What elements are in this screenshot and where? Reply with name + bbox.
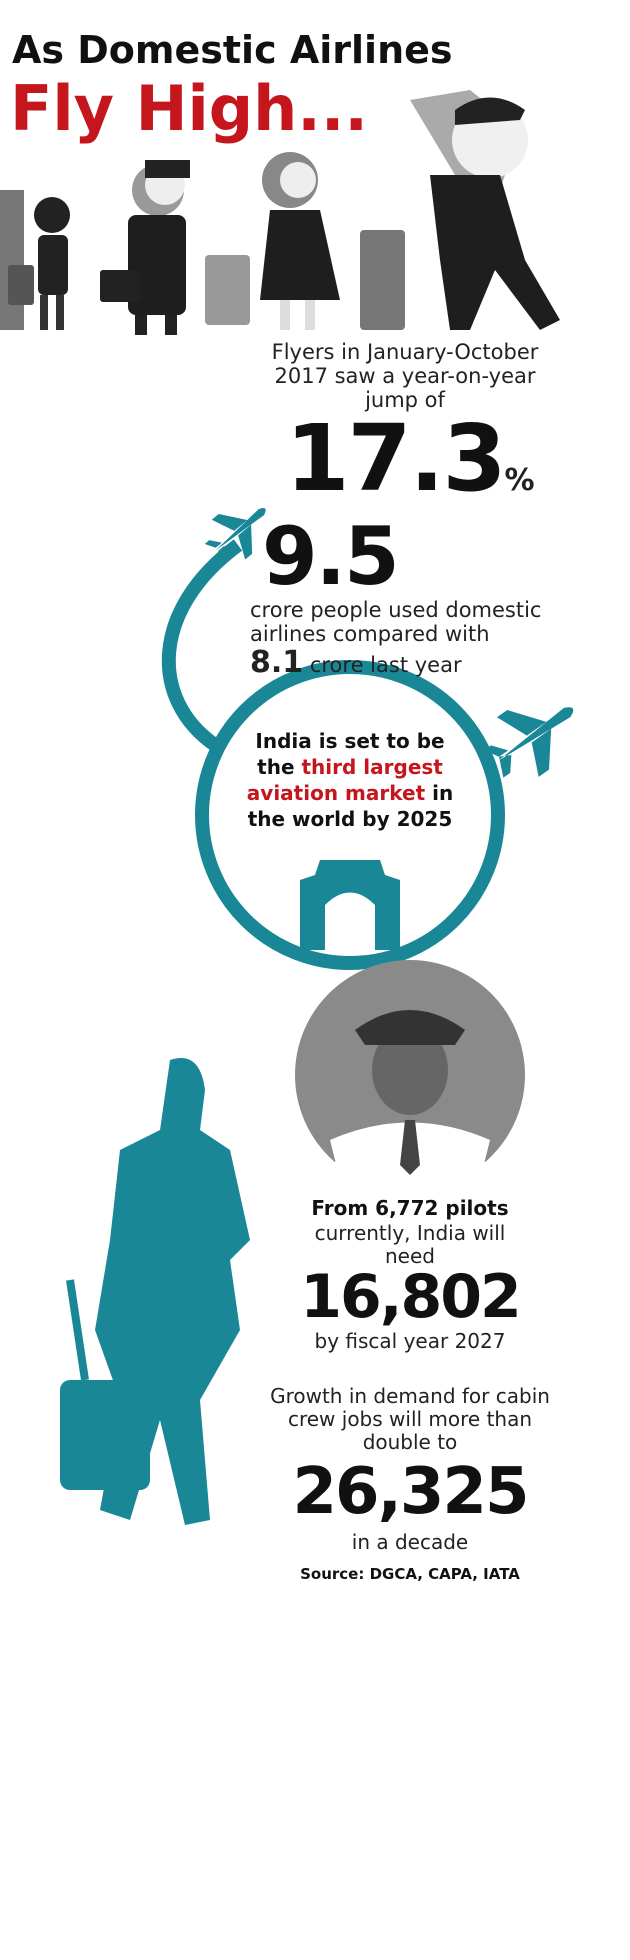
crew-text: Growth in demand for cabin crew jobs wil… (270, 1384, 550, 1454)
india-gate (300, 860, 400, 950)
source: Source: DGCA, CAPA, IATA (300, 1565, 520, 1583)
pilots-after: by fiscal year 2027 (314, 1329, 506, 1353)
flyers-unit: % (504, 463, 535, 498)
title-highlight: Fly High... (10, 72, 368, 145)
passengers-previous: 8.1 crore last year (250, 645, 462, 680)
passengers-value: 9.5 (262, 510, 400, 603)
pilot-icon (295, 960, 525, 1190)
flyers-stat: 17.3% (260, 405, 560, 512)
pilots-value: 16,802 (300, 1262, 522, 1332)
outlook-after: in the world by 2025 (247, 781, 454, 831)
pilots-intro: From 6,772 pilots (311, 1196, 509, 1220)
title: As Domestic Airlines (12, 28, 453, 72)
pilots-text: currently, India will need (314, 1221, 506, 1268)
outlook-highlight: third largest aviation market (246, 755, 443, 805)
travellers (0, 90, 560, 335)
outlook-text: India is set to be the third largest avi… (235, 728, 465, 832)
previous-text: crore last year (309, 653, 462, 677)
flight-arc (161, 539, 243, 751)
outlook-before: India is set to be the (255, 729, 445, 779)
crew-after: in a decade (351, 1530, 469, 1554)
crew-value: 26,325 (292, 1455, 530, 1529)
plane-icon (484, 707, 574, 778)
globe-ring (195, 660, 505, 970)
plane-icon (204, 508, 266, 563)
flyers-value: 17.3 (285, 405, 506, 512)
flyers-text: Flyers in January-October 2017 saw a yea… (271, 340, 539, 412)
passengers-text: crore people used domestic airlines comp… (250, 598, 542, 646)
previous-value: 8.1 (250, 645, 304, 680)
